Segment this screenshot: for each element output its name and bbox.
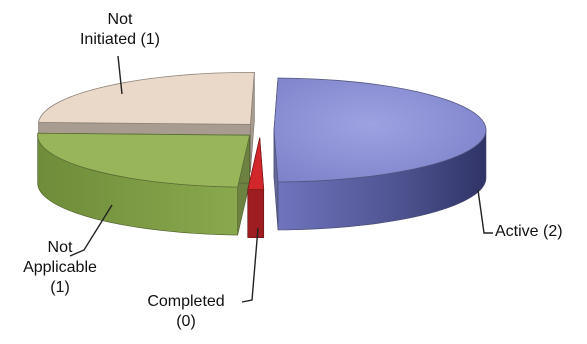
slice-notinitiated	[38, 72, 255, 125]
slice-label-line: Applicable	[23, 259, 97, 276]
slice-label-completed: Completed (0)	[147, 293, 224, 330]
slice-active	[273, 77, 487, 183]
slice-label-notapplicable: Not Applicable (1)	[23, 239, 97, 296]
leader-line-completed	[241, 227, 259, 303]
slice-notapplicable	[37, 132, 251, 188]
slice-label-line: Not	[108, 11, 133, 28]
slice-label-line: Completed	[147, 293, 224, 310]
leader-line-notinitiated	[117, 55, 123, 95]
leader-line-active	[477, 189, 493, 234]
slice-outer-wall-completed	[247, 189, 265, 238]
slice-label-line: (1)	[50, 279, 70, 296]
leader-line-notapplicable	[69, 204, 113, 257]
slice-label-line: Initiated (1)	[80, 31, 160, 48]
slice-label-active: Active (2)	[495, 223, 563, 240]
slice-completed	[247, 137, 265, 191]
slice-label-line: (0)	[176, 313, 196, 330]
slice-label-line: Not	[48, 239, 73, 256]
slice-label-notinitiated: Not Initiated (1)	[80, 11, 160, 48]
slice-label-line: Active (2)	[495, 223, 563, 240]
